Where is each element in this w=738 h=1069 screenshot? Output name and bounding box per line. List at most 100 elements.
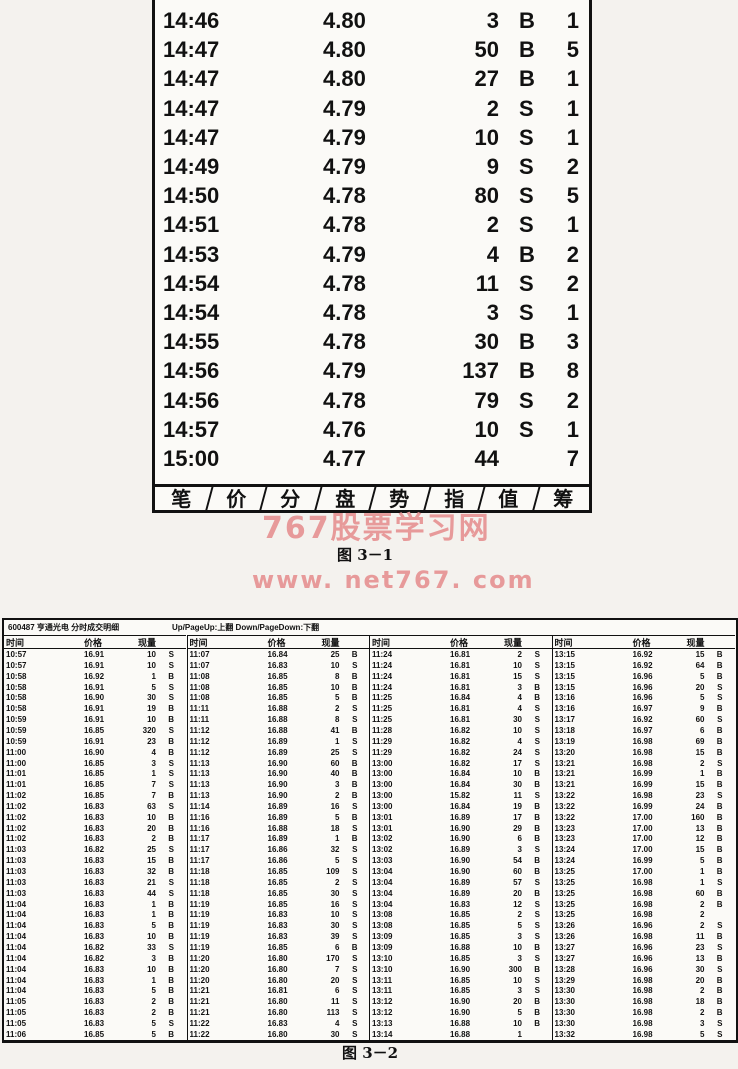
trade-price: 16.85 — [267, 671, 288, 681]
trade-side: B — [716, 801, 723, 811]
trade-volume: 20 — [513, 888, 522, 898]
header-time: 时间 — [372, 638, 391, 648]
trade-price: 16.81 — [450, 660, 471, 670]
trade-price: 16.91 — [84, 660, 105, 670]
trade-time: 11:22 — [189, 1018, 210, 1028]
trade-side: B — [534, 856, 540, 866]
header-price: 价格 — [267, 638, 286, 648]
trade-volume: 24 — [513, 747, 522, 757]
panel-tab[interactable]: 值 — [476, 487, 538, 513]
trade-price: 16.80 — [267, 964, 288, 974]
trade-volume: 15 — [513, 671, 522, 681]
trade-price: 16.89 — [267, 812, 288, 822]
trade-side: B — [168, 975, 174, 985]
tick-row: 14:54 4.78 3 S 1 — [155, 300, 589, 328]
trade-volume: 5 — [335, 812, 340, 822]
trade-time: 13:24 — [554, 856, 575, 866]
trade-price: 16.85 — [84, 791, 105, 801]
tick-side: S — [519, 183, 534, 209]
tick-volume: 10 — [474, 416, 499, 442]
trade-time: 11:07 — [189, 650, 210, 659]
trade-volume: 18 — [695, 997, 705, 1007]
trade-row: 11:08 16.85 10 B — [188, 683, 370, 694]
trade-side: S — [168, 845, 174, 855]
trade-price: 16.85 — [84, 769, 105, 779]
trade-price: 16.89 — [450, 888, 471, 898]
tick-volume: 9 — [486, 154, 499, 179]
trade-volume: 5 — [517, 1008, 522, 1018]
trade-side: S — [352, 953, 358, 963]
trade-volume: 5 — [700, 1029, 705, 1039]
panel-tab[interactable]: 盘 — [313, 487, 375, 513]
trade-time: 13:16 — [554, 693, 575, 703]
trade-price: 16.92 — [84, 671, 105, 681]
trade-volume: 3 — [517, 953, 522, 963]
trade-volume: 3 — [335, 780, 340, 790]
trade-side: B — [351, 725, 358, 735]
trade-price: 16.85 — [267, 693, 288, 703]
panel-tab[interactable]: 分 — [258, 487, 320, 513]
tick-count: 5 — [566, 37, 579, 63]
trade-price: 16.99 — [632, 856, 653, 866]
trade-time: 13:00 — [372, 801, 393, 811]
trade-volume: 1 — [151, 671, 156, 681]
trade-price: 16.98 — [632, 1018, 653, 1028]
trade-time: 11:21 — [189, 1008, 210, 1018]
trade-volume: 10 — [513, 975, 522, 985]
trade-price: 16.96 — [632, 693, 653, 703]
trade-row: 13:21 16.98 2 S — [553, 759, 735, 770]
trade-volume: 5 — [700, 856, 705, 866]
tick-volume: 50 — [474, 37, 499, 63]
trade-time: 13:01 — [372, 823, 393, 833]
trade-time: 13:04 — [372, 899, 393, 909]
panel-tab[interactable]: 势 — [367, 487, 429, 513]
trade-volume: 6 — [700, 725, 705, 735]
trade-side: B — [168, 1008, 174, 1018]
panel-tab[interactable]: 笔 — [152, 487, 211, 513]
trade-time: 11:12 — [189, 725, 210, 735]
panel-tab[interactable]: 价 — [204, 487, 266, 513]
trade-row: 10:58 16.91 19 B — [4, 704, 186, 715]
trade-row: 11:08 16.85 5 B — [188, 693, 370, 704]
trade-volume: 20 — [513, 997, 522, 1007]
trade-row: 13:22 17.00 160 B — [553, 813, 735, 824]
trade-time: 11:18 — [189, 877, 210, 887]
trade-side: S — [168, 660, 174, 670]
trade-row: 11:17 16.89 1 B — [188, 834, 370, 845]
tick-time: 14:50 — [163, 183, 220, 209]
header-volume: 现量 — [686, 638, 705, 648]
trade-price: 16.91 — [84, 704, 105, 714]
trade-time: 13:26 — [554, 921, 575, 931]
trade-price: 16.85 — [267, 682, 288, 692]
trade-row: 11:12 16.89 1 S — [188, 737, 370, 748]
trade-time: 13:24 — [554, 845, 575, 855]
panel-tab[interactable]: 指 — [422, 487, 484, 513]
trade-volume: 6 — [517, 834, 522, 844]
trade-side: B — [534, 1018, 540, 1028]
trade-price: 16.90 — [267, 758, 288, 768]
trade-row: 13:15 16.92 64 B — [553, 661, 735, 672]
tick-time: 14:56 — [163, 387, 220, 413]
trade-volume: 13 — [695, 823, 705, 833]
trade-time: 13:04 — [372, 888, 393, 898]
trade-row: 11:24 16.81 15 S — [370, 672, 552, 683]
trade-time: 11:03 — [6, 867, 27, 876]
watermark-site-name: 767股票学习网 — [262, 511, 491, 546]
tick-price: 4.80 — [323, 8, 366, 33]
trade-time: 13:28 — [554, 964, 575, 974]
trade-time: 13:23 — [554, 834, 575, 844]
trade-price: 16.92 — [632, 650, 653, 659]
trade-price: 16.80 — [267, 975, 288, 985]
trade-side: B — [351, 780, 358, 790]
trade-volume: 7 — [151, 780, 156, 790]
trade-row: 13:00 16.84 30 B — [370, 780, 552, 791]
trade-side: B — [534, 964, 540, 974]
panel-tab[interactable]: 筹 — [531, 487, 593, 513]
tick-side: B — [519, 329, 535, 355]
trade-volume: 60 — [513, 867, 522, 876]
trade-time: 11:06 — [6, 1029, 27, 1039]
trade-row: 13:10 16.85 3 S — [370, 954, 552, 965]
trade-side: B — [716, 780, 723, 790]
trade-price: 16.83 — [84, 823, 105, 833]
trade-row: 11:06 16.85 5 B — [4, 1030, 186, 1041]
